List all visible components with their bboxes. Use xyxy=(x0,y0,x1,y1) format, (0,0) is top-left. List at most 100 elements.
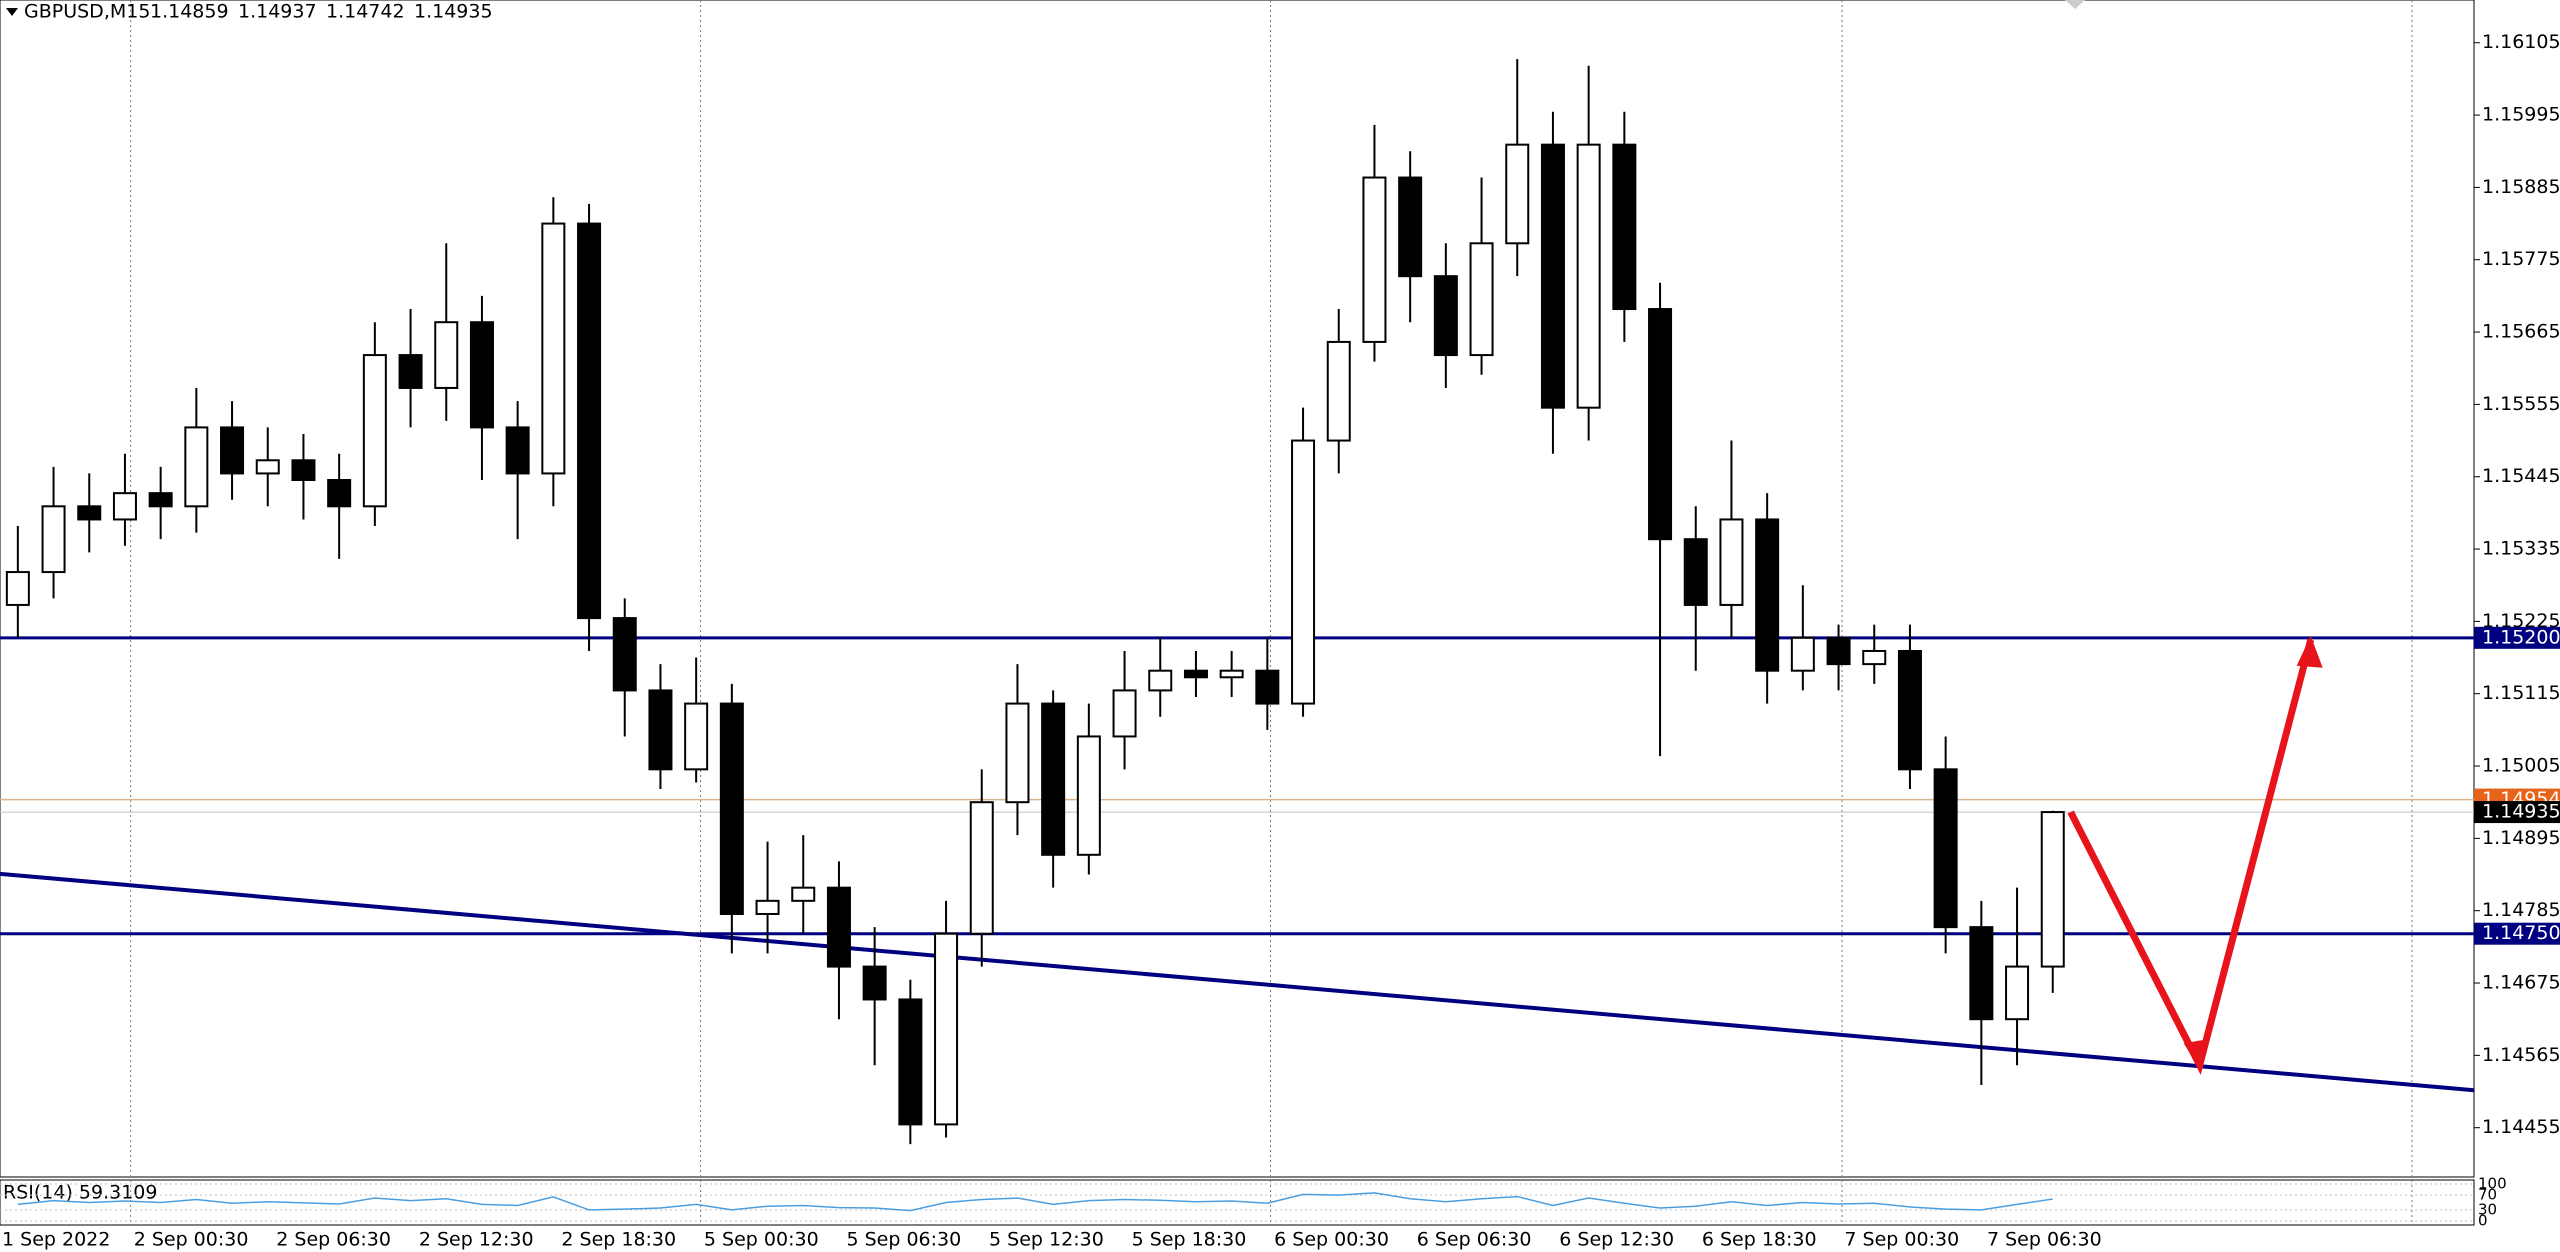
candle-body xyxy=(1041,702,1066,856)
y-tick-label: 1.15115 xyxy=(2482,682,2560,704)
y-tick-label: 1.15555 xyxy=(2482,393,2560,415)
candle-body xyxy=(969,801,994,935)
candle-body xyxy=(362,354,387,508)
candle-body xyxy=(1076,735,1101,856)
candle-body xyxy=(898,998,923,1126)
candle-body xyxy=(1755,518,1780,672)
x-tick-label: 2 Sep 06:30 xyxy=(276,1229,391,1251)
y-tick-label: 1.14675 xyxy=(2482,972,2560,994)
x-tick-label: 5 Sep 18:30 xyxy=(1132,1229,1247,1251)
y-tick-label: 1.14895 xyxy=(2482,827,2560,849)
candle-body xyxy=(1255,669,1280,705)
candle-body xyxy=(1897,649,1922,771)
rsi-line xyxy=(17,1192,2053,1212)
x-tick-label: 6 Sep 12:30 xyxy=(1559,1229,1674,1251)
candle-body xyxy=(2005,965,2030,1021)
candle-body xyxy=(41,505,66,574)
candle-body xyxy=(1612,143,1637,311)
candle-body xyxy=(648,689,673,771)
candle-body xyxy=(1183,669,1208,679)
y-tick-label: 1.15225 xyxy=(2482,610,2560,632)
y-tick-label: 1.15995 xyxy=(2482,104,2560,126)
candle-body xyxy=(505,426,530,475)
y-tick-label: 1.15335 xyxy=(2482,538,2560,560)
quote-value: 1.14937 xyxy=(238,1,317,23)
candle-body xyxy=(826,886,851,968)
y-tick-label: 1.15445 xyxy=(2482,465,2560,487)
candle-body xyxy=(1719,518,1744,606)
bid-label: 1.14935 xyxy=(2482,801,2560,823)
level-label: 1.14750 xyxy=(2482,922,2560,944)
candle-body xyxy=(1362,176,1387,343)
candle-body xyxy=(327,479,352,508)
y-tick-label: 1.15885 xyxy=(2482,176,2560,198)
candle-body xyxy=(577,222,602,620)
candle-body xyxy=(791,886,816,902)
candle-body xyxy=(1933,768,1958,929)
candle-body xyxy=(1469,242,1494,357)
candle-body xyxy=(148,492,173,508)
quote-value: 1.14859 xyxy=(150,1,229,23)
x-tick-label: 6 Sep 18:30 xyxy=(1702,1229,1817,1251)
candle-body xyxy=(291,459,316,482)
y-tick-label: 1.14785 xyxy=(2482,899,2560,921)
x-tick-label: 2 Sep 00:30 xyxy=(134,1229,249,1251)
candle-body xyxy=(1826,636,1851,666)
arrow-head xyxy=(2296,635,2323,668)
candle-body xyxy=(2040,811,2065,968)
x-tick-label: 7 Sep 06:30 xyxy=(1987,1229,2102,1251)
y-tick-label: 1.14455 xyxy=(2482,1116,2560,1138)
symbol: GBPUSD,M15 xyxy=(24,1,150,23)
level-label: 1.15200 xyxy=(2482,626,2560,648)
x-tick-label: 1 Sep 2022 xyxy=(2,1229,110,1251)
candle-body xyxy=(1433,275,1458,357)
y-tick-label: 1.14565 xyxy=(2482,1044,2560,1066)
x-tick-label: 5 Sep 12:30 xyxy=(989,1229,1104,1251)
candle-body xyxy=(255,459,280,475)
rsi-label: RSI(14) 59.3109 xyxy=(3,1182,157,1204)
y-tick-label: 1.15005 xyxy=(2482,755,2560,777)
candle-body xyxy=(1505,143,1530,245)
x-tick-label: 6 Sep 06:30 xyxy=(1417,1229,1532,1251)
menu-triangle xyxy=(6,8,18,16)
candle-body xyxy=(1862,649,1887,666)
candle-body xyxy=(1219,669,1244,679)
candle-body xyxy=(1648,308,1673,541)
candle-body xyxy=(1148,669,1173,692)
candle-body xyxy=(220,426,245,475)
rsi-tick-label: 0 xyxy=(2478,1212,2488,1230)
candle-body xyxy=(541,222,566,475)
trendline xyxy=(0,871,2475,1093)
candle-body xyxy=(1969,926,1994,1021)
level-label-bg xyxy=(2474,626,2560,649)
candle-body xyxy=(5,571,30,606)
rsi-panel xyxy=(0,1179,2475,1226)
candle-body xyxy=(1790,636,1815,672)
x-tick-label: 7 Sep 00:30 xyxy=(1844,1229,1959,1251)
x-tick-label: 6 Sep 00:30 xyxy=(1274,1229,1389,1251)
candle-body xyxy=(612,617,637,692)
rsi-tick-label: 30 xyxy=(2478,1200,2497,1218)
candle-body xyxy=(1540,143,1565,409)
candle-body xyxy=(755,899,780,915)
candle-body xyxy=(184,426,209,508)
candle-body xyxy=(1326,340,1351,442)
candle-body xyxy=(684,702,709,771)
x-tick-label: 5 Sep 06:30 xyxy=(846,1229,961,1251)
x-tick-label: 2 Sep 12:30 xyxy=(419,1229,534,1251)
x-tick-label: 2 Sep 18:30 xyxy=(561,1229,676,1251)
candle-body xyxy=(862,965,887,1001)
quote-value: 1.14935 xyxy=(414,1,493,23)
shift-marker xyxy=(2065,0,2085,9)
candle-body xyxy=(1291,439,1316,705)
candle-body xyxy=(1005,702,1030,804)
y-tick-label: 1.15665 xyxy=(2482,321,2560,343)
candle-body xyxy=(434,321,459,389)
candle-body xyxy=(1112,689,1137,738)
plot-area xyxy=(0,0,2475,1178)
candle-body xyxy=(1576,143,1601,409)
candle-body xyxy=(719,702,744,915)
y-tick-label: 1.15775 xyxy=(2482,248,2560,270)
